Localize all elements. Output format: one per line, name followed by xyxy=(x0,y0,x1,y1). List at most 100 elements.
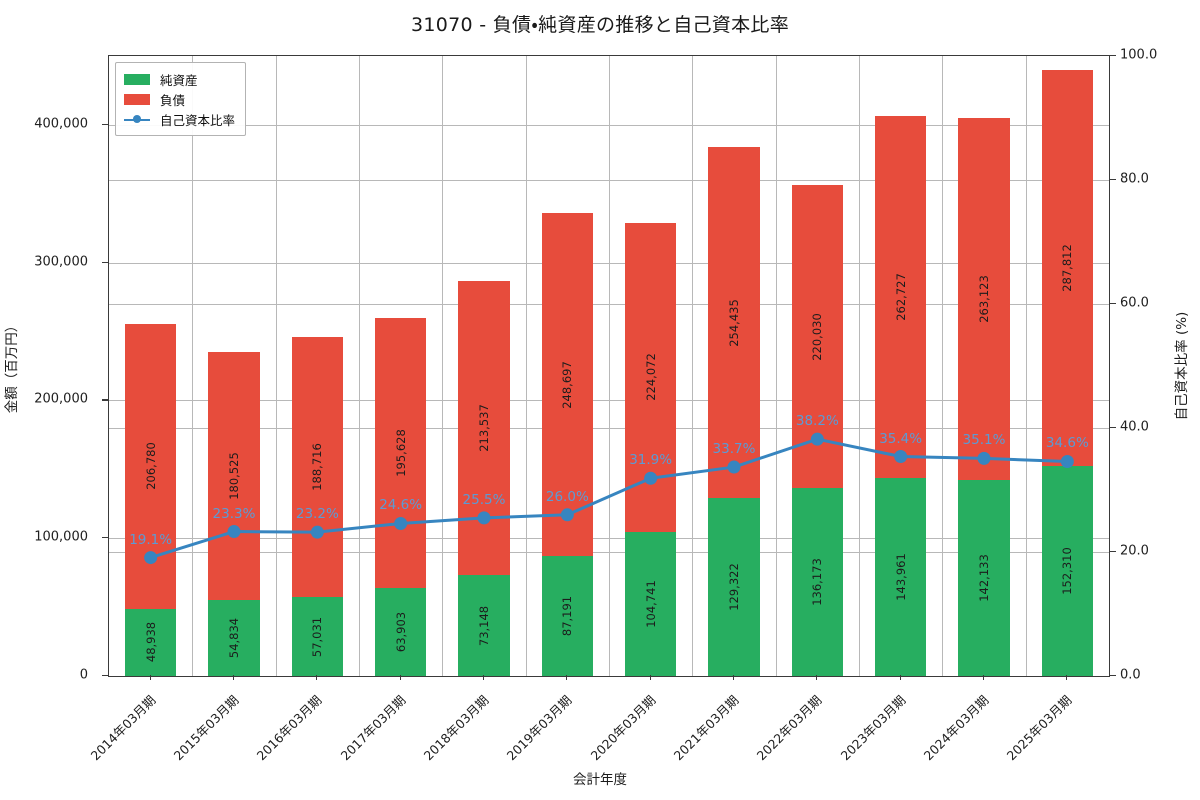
bar-group[interactable]: 143,961 262,727 xyxy=(874,115,927,676)
bar-segment-equity[interactable]: 87,191 xyxy=(541,555,594,676)
ratio-line-series xyxy=(144,432,1074,565)
bar-group[interactable]: 104,741 224,072 xyxy=(624,222,677,676)
y-axis-tick-mark-left xyxy=(102,399,108,401)
bar-segment-equity[interactable]: 104,741 xyxy=(624,531,677,676)
bar-group[interactable]: 63,903 195,628 xyxy=(374,318,427,676)
x-axis-tick-label: 2016年03月期 xyxy=(253,692,325,764)
x-axis-tick-label: 2023年03月期 xyxy=(837,692,909,764)
gridline xyxy=(609,56,610,676)
ratio-marker[interactable] xyxy=(977,451,991,465)
y-axis-tick-mark-right xyxy=(1110,551,1116,553)
y-axis-tick-label-right: 0.0 xyxy=(1120,667,1141,683)
bar-segment-equity[interactable]: 54,834 xyxy=(208,600,260,676)
ratio-value-label: 19.1% xyxy=(129,531,173,548)
x-axis-tick-mark xyxy=(899,675,901,680)
bar-segment-liability[interactable]: 213,537 xyxy=(458,281,510,576)
ratio-marker[interactable] xyxy=(727,460,741,474)
bar-segment-equity[interactable]: 48,938 xyxy=(124,608,177,676)
y-axis-tick-label-right: 60.0 xyxy=(1120,295,1149,311)
legend-item[interactable]: 負債 xyxy=(124,89,235,109)
bar-segment-liability[interactable]: 263,123 xyxy=(958,117,1010,481)
y-axis-tick-label-left: 400,000 xyxy=(34,116,88,132)
bar-segment-equity[interactable]: 129,322 xyxy=(708,497,760,676)
x-axis-tick-mark xyxy=(1066,675,1068,680)
bar-group[interactable]: 87,191 248,697 xyxy=(541,213,594,676)
y-axis-tick-mark-left xyxy=(102,675,108,677)
ratio-marker[interactable] xyxy=(1060,454,1074,468)
bar-segment-equity[interactable]: 73,148 xyxy=(458,575,510,676)
ratio-value-label: 26.0% xyxy=(545,488,589,505)
ratio-polyline xyxy=(149,437,1069,560)
x-axis-tick-mark xyxy=(733,675,735,680)
ratio-marker[interactable] xyxy=(310,525,324,539)
ratio-value-label: 31.9% xyxy=(629,452,673,469)
x-axis-tick-mark xyxy=(233,675,235,680)
ratio-marker[interactable] xyxy=(477,511,491,525)
bar-segment-liability[interactable]: 262,727 xyxy=(874,115,927,478)
y-axis-tick-label-right: 40.0 xyxy=(1120,419,1149,435)
bar-segment-equity[interactable]: 57,031 xyxy=(291,597,344,676)
bar-segment-equity[interactable]: 143,961 xyxy=(874,477,927,676)
bar-segment-liability[interactable]: 254,435 xyxy=(708,147,760,498)
y-axis-tick-mark-right xyxy=(1110,675,1116,677)
x-axis-tick-mark xyxy=(649,675,651,680)
legend-item[interactable]: 純資産 xyxy=(124,69,235,89)
x-axis-tick-label: 2024年03月期 xyxy=(920,692,992,764)
legend-item-label: 負債 xyxy=(160,92,186,108)
bar-segment-liability[interactable]: 180,525 xyxy=(208,351,260,601)
ratio-marker[interactable] xyxy=(810,432,824,446)
ratio-value-label: 34.6% xyxy=(1045,435,1089,452)
legend-item[interactable]: 自己資本比率 xyxy=(124,109,235,129)
x-axis-tick-mark xyxy=(816,675,818,680)
y-axis-tick-mark-left xyxy=(102,537,108,539)
ratio-marker[interactable] xyxy=(144,551,158,565)
bar-segment-equity[interactable]: 63,903 xyxy=(374,587,427,676)
y-axis-label-right: 自己資本比率 (%) xyxy=(1174,311,1190,421)
ratio-value-label: 33.7% xyxy=(712,441,756,458)
bar-segment-equity[interactable]: 136,173 xyxy=(791,488,844,676)
x-axis-tick-mark xyxy=(316,675,318,680)
y-axis-tick-mark-right xyxy=(1110,55,1116,57)
bar-segment-liability[interactable]: 195,628 xyxy=(374,318,427,588)
bar-segment-liability[interactable]: 287,812 xyxy=(1041,69,1094,467)
x-axis-tick-label: 2015年03月期 xyxy=(170,692,242,764)
ratio-marker[interactable] xyxy=(644,471,658,485)
ratio-marker[interactable] xyxy=(894,450,908,464)
ratio-value-label: 35.1% xyxy=(962,432,1006,449)
bar-group[interactable]: 73,148 213,537 xyxy=(458,281,510,676)
y-axis-tick-mark-left xyxy=(102,123,108,125)
x-axis-tick-label: 2014年03月期 xyxy=(87,692,159,764)
x-axis-label: 会計年度 xyxy=(573,772,627,788)
x-axis-tick-label: 2021年03月期 xyxy=(670,692,742,764)
ratio-value-label: 38.2% xyxy=(795,413,839,430)
legend-swatch-icon xyxy=(124,114,150,125)
ratio-marker[interactable] xyxy=(560,508,574,522)
legend-swatch-icon xyxy=(124,73,150,85)
bar-group[interactable]: 129,322 254,435 xyxy=(708,147,760,676)
ratio-value-label: 35.4% xyxy=(879,430,923,447)
bar-group[interactable]: 152,310 287,812 xyxy=(1041,69,1094,676)
x-axis-tick-mark xyxy=(399,675,401,680)
bar-segment-equity[interactable]: 142,133 xyxy=(958,480,1010,676)
x-axis-tick-label: 2018年03月期 xyxy=(420,692,492,764)
x-axis-tick-mark xyxy=(483,675,485,680)
bar-group[interactable]: 54,834 180,525 xyxy=(208,351,260,676)
ratio-marker[interactable] xyxy=(394,516,408,530)
x-axis-tick-mark xyxy=(983,675,985,680)
ratio-marker[interactable] xyxy=(227,525,241,539)
legend-item-label: 自己資本比率 xyxy=(160,112,236,128)
ratio-value-label: 23.3% xyxy=(212,505,256,522)
gridline xyxy=(859,56,860,676)
gridline xyxy=(1025,56,1027,676)
y-axis-tick-label-right: 100.0 xyxy=(1120,47,1158,63)
bar-segment-equity[interactable]: 152,310 xyxy=(1041,466,1094,676)
y-axis-label-left: 金額（百万円） xyxy=(4,318,20,414)
bar-segment-liability[interactable]: 188,716 xyxy=(291,337,344,598)
x-axis-tick-label: 2022年03月期 xyxy=(753,692,825,764)
bar-segment-liability[interactable]: 248,697 xyxy=(541,213,594,556)
bar-group[interactable]: 142,133 263,123 xyxy=(958,117,1010,676)
ratio-value-label: 25.5% xyxy=(462,491,506,508)
bar-group[interactable]: 57,031 188,716 xyxy=(291,337,344,676)
gridline xyxy=(775,56,777,676)
